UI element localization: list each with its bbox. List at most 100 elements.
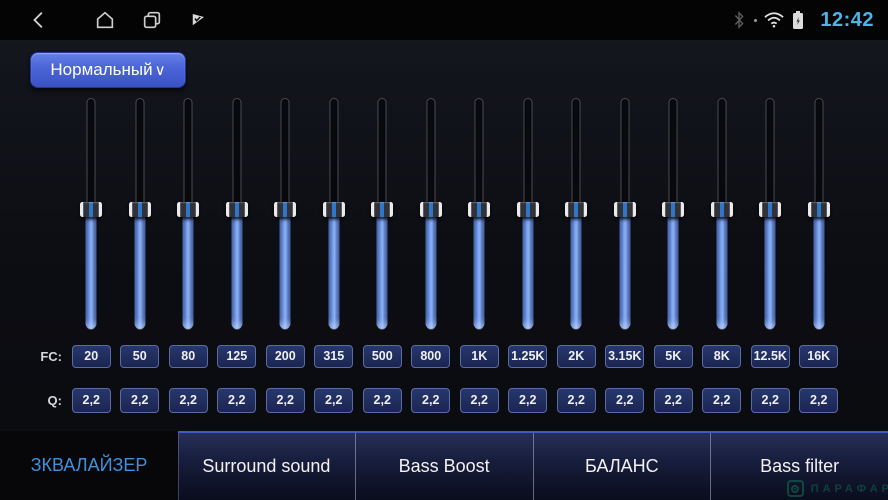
tab-group: Surround sound Bass Boost БАЛАНС Bass fi… xyxy=(178,431,888,500)
fc-button[interactable]: 8K xyxy=(702,344,742,368)
slider-handle[interactable] xyxy=(274,202,297,217)
slider-fill xyxy=(716,214,728,329)
eq-slider[interactable] xyxy=(310,98,359,330)
slider-handle[interactable] xyxy=(419,202,442,217)
fc-button[interactable]: 50 xyxy=(120,344,160,368)
slider-handle[interactable] xyxy=(225,202,248,217)
q-row: 2,2 2,2 2,2 2,2 2,2 2,2 2,2 2,2 2,2 2,2 … xyxy=(67,387,843,413)
preset-dropdown-label: Нормальный xyxy=(50,60,153,79)
slider-fill xyxy=(134,214,146,329)
fc-button[interactable]: 1K xyxy=(459,344,499,368)
q-button[interactable]: 2,2 xyxy=(459,387,499,413)
slider-fill xyxy=(473,214,485,329)
watermark: ПАРАФАР xyxy=(786,480,888,497)
eq-slider[interactable] xyxy=(504,98,553,330)
eq-slider[interactable] xyxy=(213,98,262,330)
fc-button[interactable]: 20 xyxy=(71,344,111,368)
slider-handle[interactable] xyxy=(710,202,733,217)
eq-sliders xyxy=(67,98,843,330)
status-indicators: 12:42 xyxy=(727,8,888,32)
eq-slider[interactable] xyxy=(116,98,165,330)
bottom-tab-bar: ЗКВАЛАЙЗЕР Surround sound Bass Boost БАЛ… xyxy=(0,431,888,500)
fc-button[interactable]: 80 xyxy=(168,344,208,368)
home-icon[interactable] xyxy=(93,8,117,32)
q-button[interactable]: 2,2 xyxy=(314,387,354,413)
fc-button[interactable]: 800 xyxy=(411,344,451,368)
q-button[interactable]: 2,2 xyxy=(411,387,451,413)
tab-surround-sound[interactable]: Surround sound xyxy=(202,456,331,476)
fc-button[interactable]: 1.25K xyxy=(508,344,548,368)
slider-fill xyxy=(376,214,388,329)
q-button[interactable]: 2,2 xyxy=(265,387,305,413)
eq-slider[interactable] xyxy=(358,98,407,330)
eq-slider[interactable] xyxy=(455,98,504,330)
eq-slider[interactable] xyxy=(746,98,795,330)
fc-button[interactable]: 500 xyxy=(362,344,402,368)
preset-dropdown[interactable]: Нормальный ∨ xyxy=(30,52,186,88)
clock: 12:42 xyxy=(820,8,874,31)
slider-handle[interactable] xyxy=(807,202,830,217)
parafar-logo-icon xyxy=(786,480,804,497)
battery-icon xyxy=(786,8,810,32)
slider-fill xyxy=(231,214,243,329)
slider-handle[interactable] xyxy=(759,202,782,217)
tab-bass-filter[interactable]: Bass filter xyxy=(710,433,888,500)
q-button[interactable]: 2,2 xyxy=(556,387,596,413)
q-button[interactable]: 2,2 xyxy=(799,387,839,413)
q-button[interactable]: 2,2 xyxy=(217,387,257,413)
fc-button[interactable]: 125 xyxy=(217,344,257,368)
slider-handle[interactable] xyxy=(613,202,636,217)
eq-slider[interactable] xyxy=(261,98,310,330)
eq-slider[interactable] xyxy=(552,98,601,330)
watermark-text: ПАРАФАР xyxy=(810,482,888,495)
q-button[interactable]: 2,2 xyxy=(120,387,160,413)
back-icon[interactable] xyxy=(28,8,52,32)
slider-fill xyxy=(85,214,97,329)
recents-icon[interactable] xyxy=(140,8,164,32)
slider-handle[interactable] xyxy=(322,202,345,217)
q-button[interactable]: 2,2 xyxy=(653,387,693,413)
slider-fill xyxy=(279,214,291,329)
wifi-icon xyxy=(762,8,786,32)
slider-handle[interactable] xyxy=(128,202,151,217)
slider-fill xyxy=(425,214,437,329)
slider-fill xyxy=(619,214,631,329)
eq-slider[interactable] xyxy=(67,98,116,330)
flag-check-icon[interactable] xyxy=(186,8,210,32)
fc-button[interactable]: 315 xyxy=(314,344,354,368)
q-button[interactable]: 2,2 xyxy=(168,387,208,413)
eq-slider[interactable] xyxy=(164,98,213,330)
fc-button[interactable]: 16K xyxy=(799,344,839,368)
slider-handle[interactable] xyxy=(468,202,491,217)
fc-label: FC: xyxy=(40,349,62,364)
eq-slider[interactable] xyxy=(795,98,844,330)
fc-button[interactable]: 5K xyxy=(653,344,693,368)
fc-button[interactable]: 3.15K xyxy=(605,344,645,368)
tab-balance[interactable]: БАЛАНС xyxy=(532,433,711,500)
bluetooth-icon xyxy=(727,8,751,32)
eq-slider[interactable] xyxy=(649,98,698,330)
eq-slider[interactable] xyxy=(698,98,747,330)
q-button[interactable]: 2,2 xyxy=(508,387,548,413)
q-button[interactable]: 2,2 xyxy=(71,387,111,413)
eq-slider[interactable] xyxy=(601,98,650,330)
slider-handle[interactable] xyxy=(565,202,588,217)
slider-handle[interactable] xyxy=(371,202,394,217)
q-button[interactable]: 2,2 xyxy=(362,387,402,413)
notification-dot-icon xyxy=(754,18,758,22)
chevron-down-icon: ∨ xyxy=(154,62,166,79)
slider-handle[interactable] xyxy=(177,202,200,217)
slider-handle[interactable] xyxy=(516,202,539,217)
q-button[interactable]: 2,2 xyxy=(605,387,645,413)
q-button[interactable]: 2,2 xyxy=(750,387,790,413)
fc-row: 20 50 80 125 200 315 500 800 1K 1.25K 2K… xyxy=(67,344,843,368)
fc-button[interactable]: 12.5K xyxy=(750,344,790,368)
eq-slider[interactable] xyxy=(407,98,456,330)
tab-equalizer[interactable]: ЗКВАЛАЙЗЕР xyxy=(0,431,178,500)
slider-handle[interactable] xyxy=(80,202,103,217)
fc-button[interactable]: 2K xyxy=(556,344,596,368)
tab-bass-boost[interactable]: Bass Boost xyxy=(354,433,533,500)
slider-handle[interactable] xyxy=(662,202,685,217)
q-button[interactable]: 2,2 xyxy=(702,387,742,413)
fc-button[interactable]: 200 xyxy=(265,344,305,368)
